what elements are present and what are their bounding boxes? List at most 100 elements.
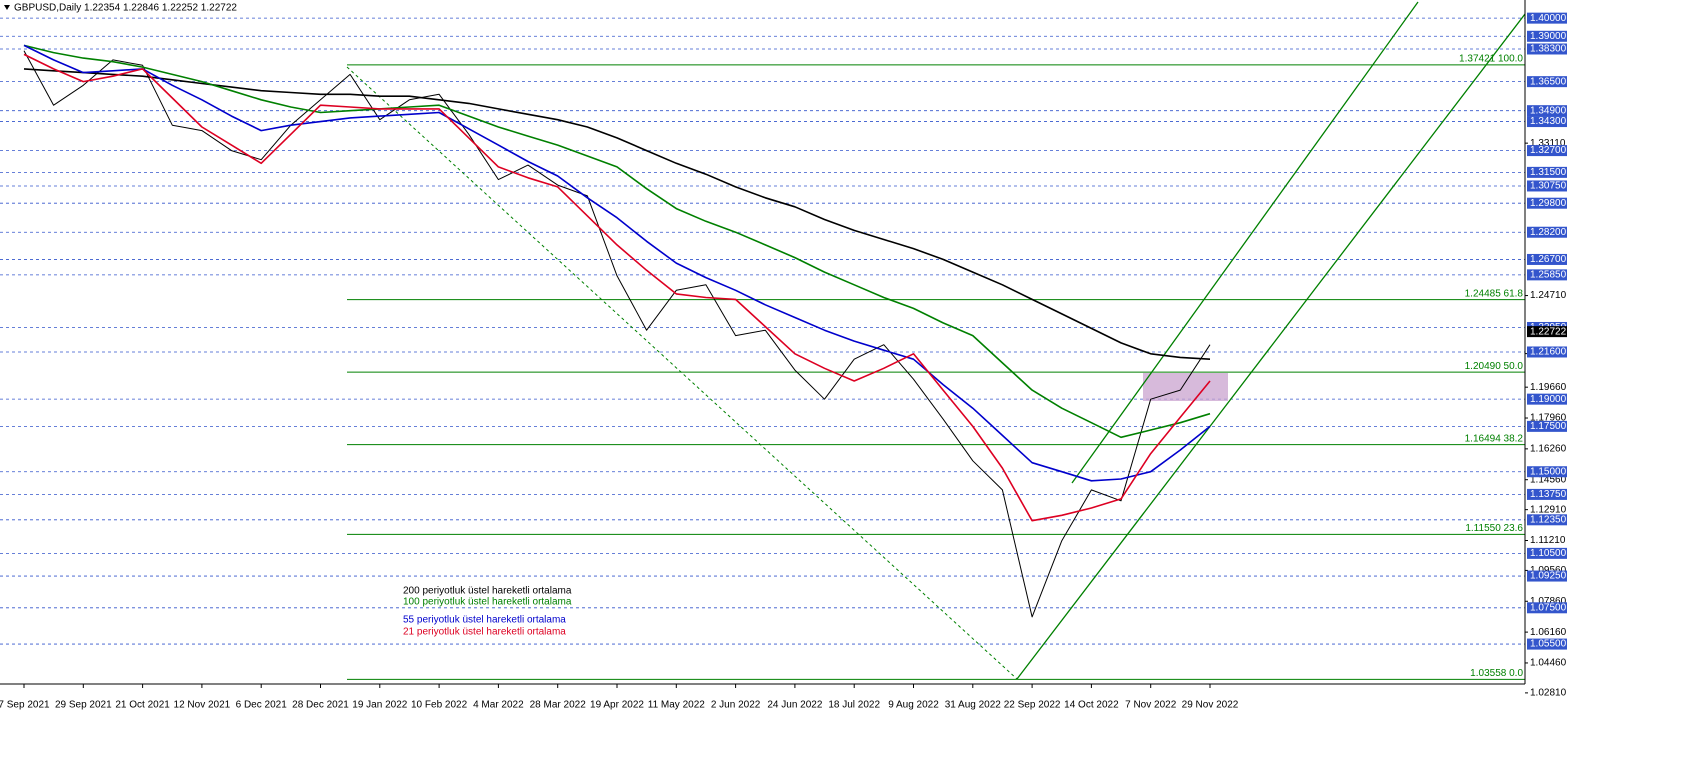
level-tag-label: 1.26700 — [1530, 254, 1567, 265]
level-tag — [1527, 466, 1567, 478]
legend-entry: 100 periyotluk üstel hareketli ortalama — [403, 597, 572, 608]
level-tag — [1527, 420, 1567, 432]
level-tag-label: 1.39000 — [1530, 31, 1567, 42]
ema-line — [23, 68, 1211, 360]
y-tick-label: 1.33110 — [1530, 138, 1566, 149]
level-tag — [1527, 514, 1567, 526]
x-tick-label: 7 Nov 2022 — [1125, 700, 1177, 711]
y-tick-label: 1.06160 — [1530, 627, 1567, 638]
y-tick-label: 1.12910 — [1530, 504, 1567, 515]
level-tag-label: 1.21600 — [1530, 347, 1567, 358]
level-tag — [1527, 166, 1567, 178]
level-tag — [1527, 638, 1567, 650]
level-tag-label: 1.17500 — [1530, 421, 1567, 432]
y-tick-label: 1.14560 — [1530, 474, 1567, 485]
level-tag-label: 1.36500 — [1530, 76, 1567, 87]
x-tick-label: 29 Sep 2021 — [55, 700, 112, 711]
x-tick-label: 28 Dec 2021 — [292, 700, 349, 711]
x-tick-label: 19 Jan 2022 — [352, 700, 407, 711]
x-tick-label: 21 Oct 2021 — [115, 700, 170, 711]
legend-entry: 200 periyotluk üstel hareketli ortalama — [403, 586, 572, 597]
level-tag-label: 1.31500 — [1530, 167, 1567, 178]
x-tick-label: 18 Jul 2022 — [828, 700, 880, 711]
fib-label: 1.37421 100.0 — [1459, 54, 1523, 65]
y-tick-label: 1.02810 — [1530, 688, 1567, 699]
x-tick-label: 10 Feb 2022 — [411, 700, 468, 711]
y-tick-label: 1.04460 — [1530, 658, 1567, 669]
price-line — [23, 50, 1211, 618]
price-tag — [1527, 326, 1567, 338]
x-tick-label: 28 Mar 2022 — [530, 700, 587, 711]
channel-line — [1016, 13, 1526, 680]
level-tag — [1527, 346, 1567, 358]
level-tag-label: 1.30750 — [1530, 181, 1567, 192]
y-tick-label: 1.19660 — [1530, 382, 1567, 393]
x-tick-label: 7 Sep 2021 — [0, 700, 50, 711]
level-tag-label: 1.38300 — [1530, 44, 1567, 55]
ema-line — [23, 44, 1211, 482]
fib-label: 1.03558 0.0 — [1470, 668, 1523, 679]
y-tick-label: 1.11210 — [1530, 535, 1566, 546]
zone-box — [1143, 373, 1228, 401]
x-tick-label: 9 Aug 2022 — [888, 700, 939, 711]
level-tag — [1527, 12, 1567, 24]
level-tag — [1527, 602, 1567, 614]
level-tag-label: 1.13750 — [1530, 489, 1567, 500]
level-tag — [1527, 180, 1567, 192]
fib-label: 1.11550 23.6 — [1465, 523, 1523, 534]
y-tick-label: 1.17960 — [1530, 413, 1567, 424]
level-tag-label: 1.28200 — [1530, 227, 1567, 238]
level-tag — [1527, 393, 1567, 405]
drawings — [346, 1, 1526, 680]
y-tick-label: 1.07860 — [1530, 596, 1567, 607]
legend-entry: 55 periyotluk üstel hareketli ortalama — [403, 615, 566, 626]
level-tag-label: 1.40000 — [1530, 13, 1567, 24]
x-tick-label: 2 Jun 2022 — [711, 700, 761, 711]
level-tag-label: 1.34900 — [1530, 105, 1567, 116]
fib-label: 1.24485 61.8 — [1465, 288, 1524, 299]
ema-line — [23, 53, 1211, 522]
level-tag-label: 1.05500 — [1530, 639, 1567, 650]
ema-line — [23, 44, 1211, 439]
level-tag-label: 1.07500 — [1530, 602, 1567, 613]
level-tag — [1527, 570, 1567, 582]
level-tag-label: 1.25850 — [1530, 270, 1567, 281]
fib-label: 1.16494 38.2 — [1465, 433, 1524, 444]
x-tick-label: 14 Oct 2022 — [1064, 700, 1119, 711]
channel-line — [1071, 1, 1419, 484]
level-tag-label: 1.12350 — [1530, 514, 1567, 525]
level-tag — [1527, 547, 1567, 559]
level-tag-label: 1.09250 — [1530, 571, 1567, 582]
menu-icon — [4, 5, 10, 10]
price-tag-label: 1.22722 — [1530, 326, 1567, 337]
level-tag — [1527, 488, 1567, 500]
level-tag — [1527, 269, 1567, 281]
y-tick-label: 1.24710 — [1530, 290, 1567, 301]
level-tag — [1527, 76, 1567, 88]
level-tag — [1527, 197, 1567, 209]
level-tag — [1527, 105, 1567, 117]
x-tick-label: 6 Dec 2021 — [236, 700, 288, 711]
fib-diagonal — [346, 66, 1018, 680]
level-tag-label: 1.29800 — [1530, 198, 1567, 209]
level-tag-label: 1.34300 — [1530, 116, 1567, 127]
chart-title: GBPUSD,Daily 1.22354 1.22846 1.22252 1.2… — [14, 3, 237, 14]
x-tick-label: 31 Aug 2022 — [945, 700, 1002, 711]
x-tick-label: 12 Nov 2021 — [174, 700, 231, 711]
x-tick-label: 11 May 2022 — [648, 700, 706, 711]
level-tag — [1527, 226, 1567, 238]
level-tag — [1527, 145, 1567, 157]
x-tick-label: 24 Jun 2022 — [767, 700, 822, 711]
x-tick-label: 4 Mar 2022 — [473, 700, 524, 711]
fib-label: 1.20490 50.0 — [1465, 361, 1524, 372]
level-tag-label: 1.32700 — [1530, 145, 1567, 156]
level-tag — [1527, 116, 1567, 128]
level-tag — [1527, 253, 1567, 265]
x-tick-label: 19 Apr 2022 — [590, 700, 644, 711]
x-tick-label: 29 Nov 2022 — [1182, 700, 1239, 711]
y-tick-label: 1.16260 — [1530, 444, 1567, 455]
level-tag-label: 1.19000 — [1530, 394, 1567, 405]
legend-entry: 21 periyotluk üstel hareketli ortalama — [403, 627, 566, 638]
